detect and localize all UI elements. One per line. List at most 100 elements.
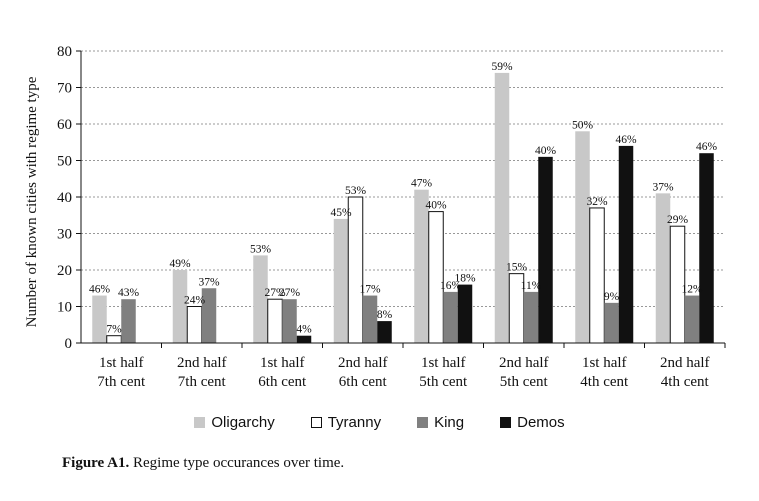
caption-text: Regime type occurances over time. (129, 455, 345, 471)
y-tick-label: 70 (57, 81, 72, 97)
bar-oligarchy (575, 131, 590, 343)
bar-king (282, 299, 297, 343)
bar-demos (457, 284, 473, 343)
bar-king (362, 295, 378, 343)
x-category-label: 2nd half (177, 355, 227, 371)
bars (92, 72, 714, 344)
data-label: 49% (169, 258, 191, 270)
legend-item-demos: Demos (500, 414, 565, 431)
bar-oligarchy (414, 189, 429, 343)
data-label: 7% (106, 324, 122, 336)
bar-demos (538, 156, 553, 343)
bar-oligarchy (494, 72, 510, 344)
bar-oligarchy (172, 270, 188, 343)
data-label: 59% (491, 61, 513, 73)
data-label: 18% (454, 273, 476, 285)
data-label: 9% (604, 291, 620, 303)
bar-king (121, 299, 136, 343)
data-label: 27% (279, 287, 301, 299)
x-category-label: 4th cent (580, 374, 629, 390)
y-axis: 0 10 20 30 40 50 60 70 80 (57, 44, 82, 352)
y-tick-label: 20 (57, 263, 72, 279)
legend-item-king: King (417, 414, 464, 431)
bar-king (523, 291, 539, 343)
y-tick-label: 0 (65, 336, 73, 352)
legend-swatch (194, 417, 206, 428)
data-label: 8% (377, 309, 393, 321)
x-category-label: 7th cent (97, 374, 146, 390)
y-tick-label: 80 (57, 44, 72, 60)
data-label: 32% (586, 196, 608, 208)
legend-label: Oligarchy (211, 414, 275, 431)
bar-king (684, 295, 700, 343)
bar-demos (618, 145, 634, 343)
bar-tyranny (428, 211, 444, 344)
x-category-label: 1st half (582, 355, 627, 371)
legend: Oligarchy Tyranny King Demos (0, 414, 759, 431)
bar-oligarchy (655, 193, 671, 343)
legend-label: Demos (517, 414, 565, 431)
y-tick-label: 50 (57, 154, 72, 170)
data-labels: 46% 7% 43% 49% 24% 37% 53% 27%27% 4% 45% 53% 17% 8% 4… (89, 61, 718, 336)
x-category-label: 6th cent (339, 374, 388, 390)
legend-item-tyranny: Tyranny (310, 414, 382, 431)
x-category-label: 2nd half (338, 355, 388, 371)
x-category-label: 7th cent (178, 374, 227, 390)
bar-demos (377, 321, 392, 343)
data-label: 40% (425, 200, 447, 212)
gridlines (81, 50, 725, 307)
y-tick-label: 30 (57, 227, 72, 243)
data-label: 53% (345, 185, 367, 197)
bar-tyranny (186, 306, 203, 344)
data-label: 37% (652, 181, 674, 193)
data-label: 46% (89, 284, 111, 296)
bar-tyranny (589, 207, 605, 344)
legend-label: Tyranny (327, 414, 382, 431)
y-tick-label: 10 (57, 300, 72, 316)
bar-king (604, 302, 619, 343)
data-label: 45% (330, 207, 352, 219)
bar-oligarchy (333, 218, 349, 343)
legend-item-oligarchy: Oligarchy (194, 414, 275, 431)
bar-tyranny (267, 298, 283, 344)
data-label: 11% (521, 280, 542, 292)
x-category-label: 2nd half (660, 355, 710, 371)
data-label: 12% (681, 284, 703, 296)
x-category-label: 1st half (421, 355, 466, 371)
x-category-label: 5th cent (500, 374, 549, 390)
data-label: 50% (572, 119, 594, 131)
figure-caption: Figure A1. Regime type occurances over t… (62, 455, 344, 472)
x-axis: 1st half 7th cent 2nd half 7th cent 1st half… (81, 342, 726, 390)
data-label: 15% (506, 262, 528, 274)
data-label: 46% (615, 134, 637, 146)
bar-king (443, 291, 458, 343)
bar-chart: 0 10 20 30 40 50 60 70 80 46% 7% 43% 49% 24% 37% 53% 27… (24, 44, 726, 390)
bar-king (201, 288, 217, 343)
x-category-label: 1st half (99, 355, 144, 371)
bar-tyranny (106, 335, 122, 344)
data-label: 17% (359, 284, 381, 296)
legend-swatch (310, 417, 322, 428)
data-label: 37% (198, 276, 220, 288)
x-category-label: 1st half (260, 355, 305, 371)
data-label: 53% (250, 243, 272, 255)
data-label: 4% (296, 324, 312, 336)
data-label: 43% (118, 287, 140, 299)
legend-label: King (434, 414, 465, 431)
legend-swatch (500, 417, 512, 428)
figure-label: Figure A1. (62, 455, 130, 471)
data-label: 40% (535, 145, 557, 157)
y-tick-label: 60 (57, 117, 72, 133)
x-category-label: 5th cent (419, 374, 468, 390)
bar-oligarchy (253, 255, 268, 343)
data-label: 46% (696, 141, 718, 153)
x-category-label: 2nd half (499, 355, 549, 371)
x-category-label: 4th cent (661, 374, 710, 390)
bar-oligarchy (92, 295, 107, 343)
y-axis-label: Number of known cities with regime type (24, 76, 40, 327)
data-label: 29% (667, 214, 689, 226)
bar-demos (699, 153, 714, 343)
y-tick-label: 40 (57, 190, 72, 206)
data-label: 16% (440, 280, 462, 292)
legend-swatch (417, 417, 429, 428)
